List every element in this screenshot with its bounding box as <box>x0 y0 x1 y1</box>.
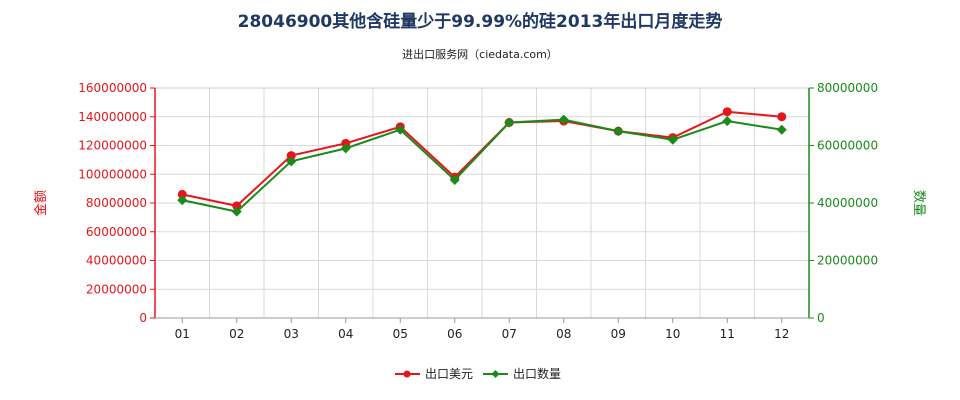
left-tick-label: 160000000 <box>78 81 147 95</box>
left-tick-label: 0 <box>139 311 147 325</box>
legend: 出口美元 出口数量 <box>395 366 561 381</box>
chart-title: 28046900其他含硅量少于99.99%的硅2013年出口月度走势 <box>238 11 723 32</box>
x-tick-label: 01 <box>175 327 190 341</box>
x-tick-label: 08 <box>556 327 571 341</box>
legend-label-amount: 出口美元 <box>425 367 473 381</box>
x-tick-label: 12 <box>774 327 789 341</box>
right-tick-label: 0 <box>817 311 825 325</box>
x-axis-ticks: 01 02 03 04 05 06 07 08 09 10 11 12 <box>175 318 789 341</box>
x-tick-label: 09 <box>611 327 626 341</box>
right-tick-label: 20000000 <box>817 254 878 268</box>
right-axis-title: 数量 <box>911 190 926 216</box>
data-point[interactable] <box>395 124 406 135</box>
chart-subtitle: 进出口服务网（ciedata.com） <box>402 47 558 61</box>
left-tick-label: 40000000 <box>86 254 147 268</box>
legend-item-amount[interactable]: 出口美元 <box>395 367 473 381</box>
x-tick-label: 11 <box>720 327 735 341</box>
gridlines <box>155 87 809 319</box>
x-tick-label: 02 <box>229 327 244 341</box>
left-axis-title: 金额 <box>33 190 49 216</box>
legend-marker-quantity <box>491 370 500 378</box>
data-point[interactable] <box>722 116 733 127</box>
right-tick-label: 80000000 <box>817 81 878 95</box>
data-point[interactable] <box>231 206 242 217</box>
series-line <box>182 118 782 213</box>
left-tick-label: 20000000 <box>86 282 147 296</box>
data-point[interactable] <box>722 107 732 117</box>
legend-item-quantity[interactable]: 出口数量 <box>483 366 561 381</box>
left-tick-label: 80000000 <box>86 196 147 210</box>
right-tick-label: 40000000 <box>817 196 878 210</box>
data-point[interactable] <box>504 117 515 128</box>
right-tick-label: 60000000 <box>817 139 878 153</box>
data-point[interactable] <box>449 175 460 185</box>
legend-marker-amount <box>403 370 411 378</box>
series-layer <box>177 107 787 217</box>
legend-label-quantity: 出口数量 <box>513 366 561 381</box>
x-tick-label: 05 <box>393 327 408 341</box>
left-tick-label: 100000000 <box>78 167 147 181</box>
data-point[interactable] <box>177 189 187 199</box>
data-point[interactable] <box>558 114 569 125</box>
x-tick-label: 07 <box>502 327 517 341</box>
left-axis-ticks: 0 20000000 40000000 60000000 80000000 1000000… <box>78 81 155 325</box>
right-axis-ticks: 0 20000000 40000000 60000000 80000000 <box>809 81 878 325</box>
data-point[interactable] <box>340 143 351 154</box>
data-point[interactable] <box>776 124 787 135</box>
left-tick-label: 60000000 <box>86 225 147 239</box>
x-tick-label: 03 <box>284 327 299 341</box>
data-point[interactable] <box>613 126 624 137</box>
data-point[interactable] <box>777 112 787 122</box>
data-point[interactable] <box>341 138 351 148</box>
data-point[interactable] <box>232 201 242 211</box>
x-tick-label: 06 <box>447 327 462 341</box>
x-tick-label: 10 <box>665 327 680 341</box>
left-tick-label: 120000000 <box>78 139 147 153</box>
x-tick-label: 04 <box>338 327 353 341</box>
data-point[interactable] <box>286 151 296 161</box>
data-point[interactable] <box>177 195 188 206</box>
data-point[interactable] <box>667 134 678 145</box>
data-point[interactable] <box>286 156 297 167</box>
left-tick-label: 140000000 <box>78 110 147 124</box>
series-quantity <box>177 114 787 217</box>
